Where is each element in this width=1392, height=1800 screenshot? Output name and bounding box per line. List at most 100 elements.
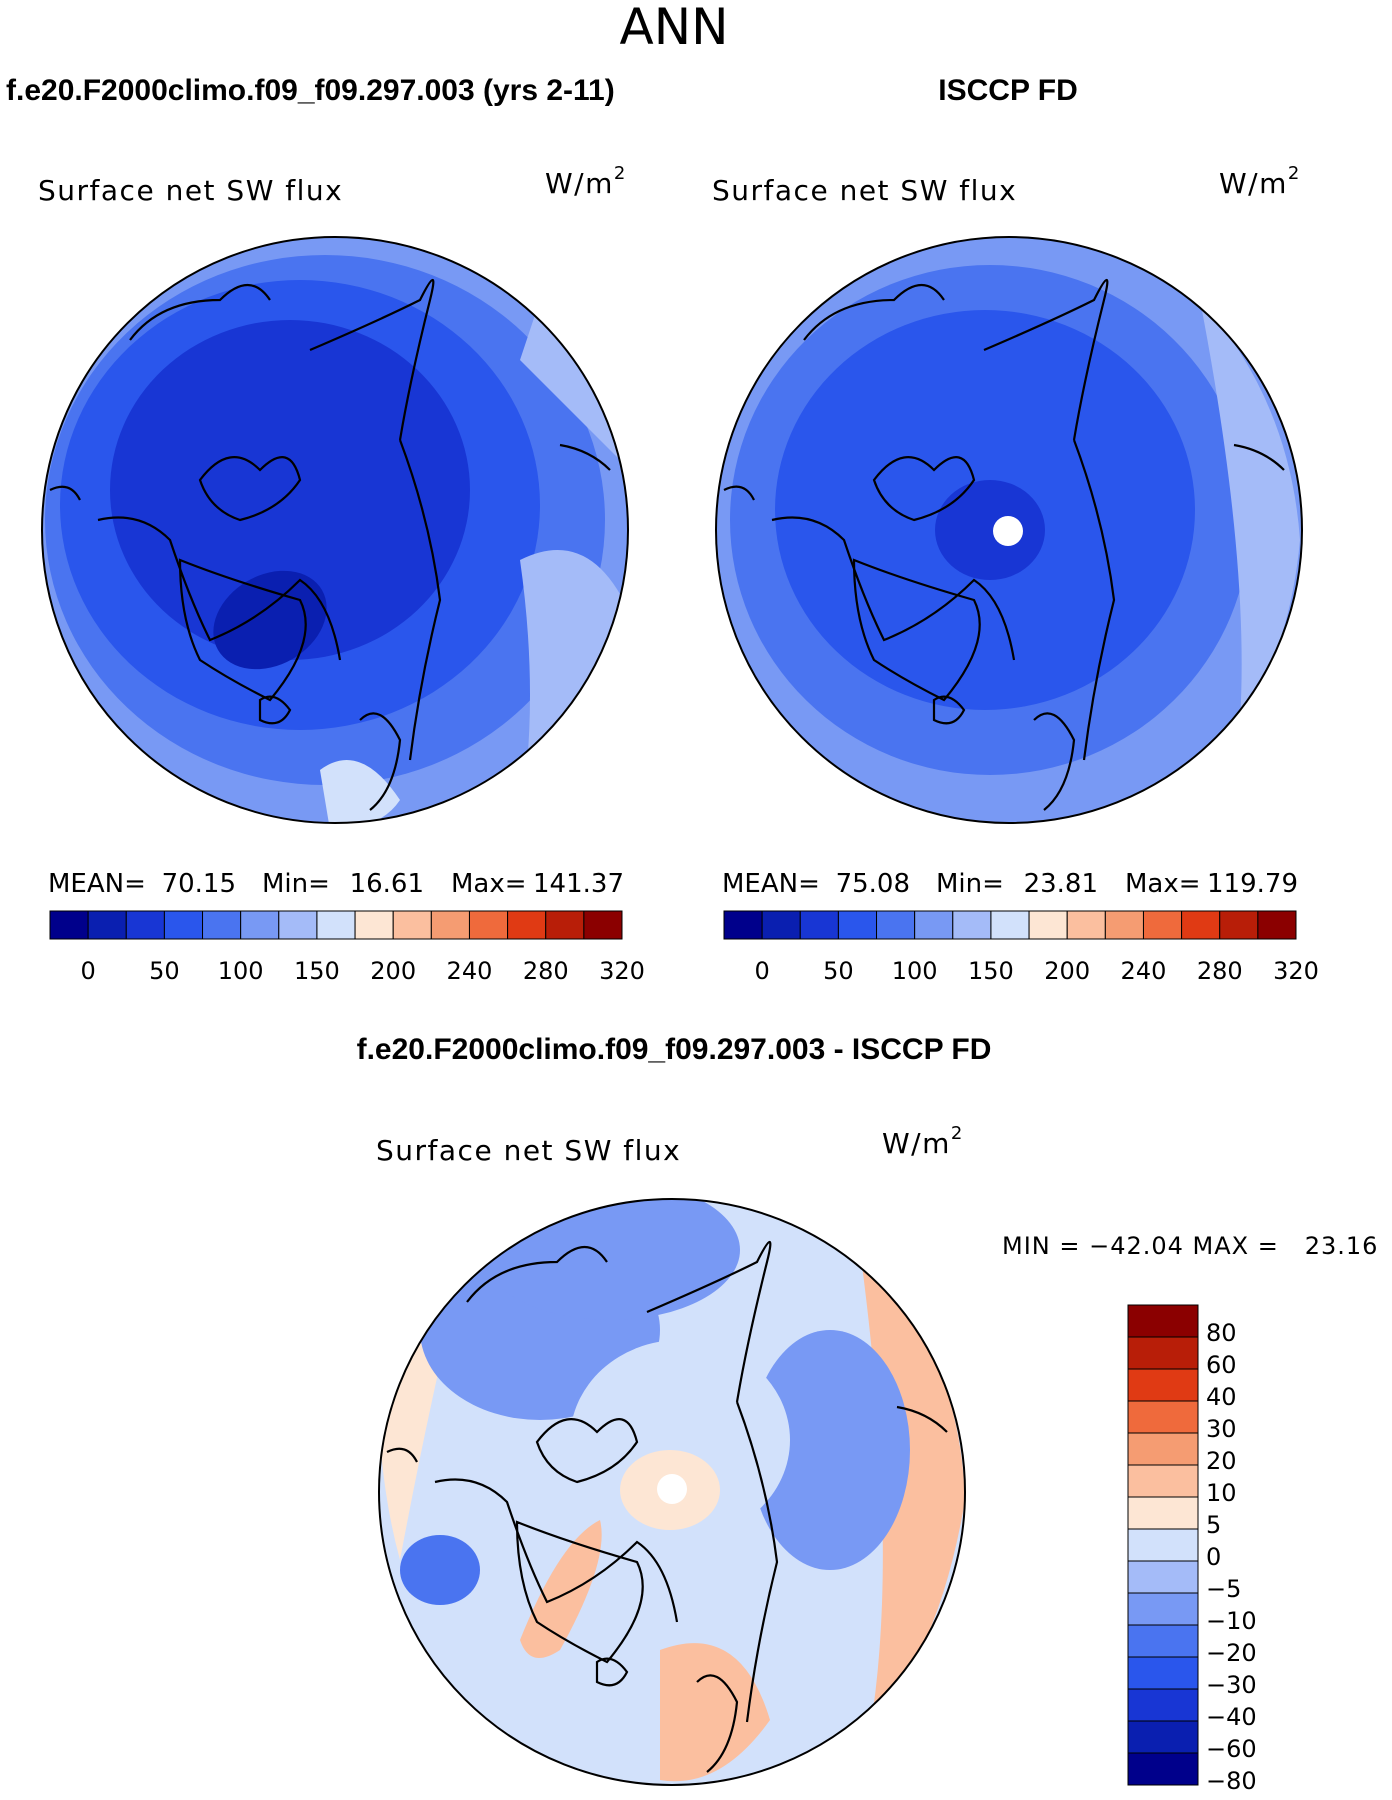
diff-colorbar-tick-label: 30	[1206, 1415, 1237, 1443]
obs-map-outline	[715, 236, 1303, 824]
obs-max-label: Max=	[1125, 869, 1201, 899]
diff-map-band-canada	[400, 1535, 480, 1605]
model-colorbar-box	[392, 910, 432, 940]
diff-colorbar: 80 60 40 30 20 10 5 0 −5 −10 −20 −30 −40 −60 −80	[1127, 1304, 1257, 1795]
obs-panel-header: ISCCP FD	[938, 74, 1077, 107]
diff-panel-header: f.e20.F2000climo.f09_f09.297.003 - ISCCP…	[357, 1033, 992, 1066]
obs-mean-value: 75.08	[836, 869, 910, 899]
diff-colorbar-box	[1127, 1560, 1199, 1594]
obs-colorbar-tick-label: 100	[892, 957, 938, 985]
model-colorbar-box	[354, 910, 394, 940]
model-map-band-pacific	[520, 300, 620, 460]
model-variable-label: Surface net SW flux	[38, 174, 343, 207]
model-colorbar-box	[240, 910, 280, 940]
obs-map-band-inner	[935, 480, 1045, 580]
model-colorbar-box	[49, 910, 89, 940]
obs-colorbar: 0 50 100 150 200 240 280 320	[723, 910, 1319, 985]
season-title: ANN	[619, 0, 728, 56]
diff-colorbar-box	[1127, 1336, 1199, 1370]
obs-variable-label: Surface net SW flux	[712, 174, 1017, 207]
model-colorbar-tick-label: 240	[447, 957, 493, 985]
diff-colorbar-box	[1127, 1656, 1199, 1690]
model-mean-label: MEAN=	[48, 869, 146, 899]
diff-map-outline	[378, 1198, 966, 1786]
model-map-band-inner	[110, 320, 470, 660]
model-colorbar-tick-label: 320	[599, 957, 645, 985]
diff-colorbar-tick-label: 60	[1206, 1351, 1237, 1379]
obs-units-label: W/m2	[1219, 163, 1301, 200]
diff-colorbar-tick-label: 5	[1206, 1511, 1221, 1539]
diff-pole-hole	[657, 1474, 687, 1504]
obs-colorbar-tick-label: 0	[754, 957, 769, 985]
model-colorbar: 0 50 100 150 200 240 280 320	[49, 910, 645, 985]
obs-colorbar-box	[952, 910, 992, 940]
diff-colorbar-tick-label: 0	[1206, 1543, 1221, 1571]
diff-minmax-label: MIN = −42.04 MAX = 23.16	[1002, 1232, 1378, 1260]
diff-colorbar-tick-label: −30	[1206, 1671, 1257, 1699]
diff-colorbar-box	[1127, 1688, 1199, 1722]
obs-colorbar-box	[799, 910, 839, 940]
diff-colorbar-tick-label: 40	[1206, 1383, 1237, 1411]
obs-max-value: 119.79	[1207, 869, 1298, 899]
obs-colorbar-tick-label: 240	[1121, 957, 1167, 985]
model-map-outline	[41, 236, 629, 824]
diff-map-band-siberia	[750, 1330, 910, 1570]
obs-colorbar-tick-label: 200	[1044, 957, 1090, 985]
obs-colorbar-tick-label: 50	[823, 957, 854, 985]
obs-colorbar-box	[990, 910, 1030, 940]
diff-colorbar-box	[1127, 1528, 1199, 1562]
model-colorbar-box	[202, 910, 242, 940]
diff-colorbar-tick-label: 20	[1206, 1447, 1237, 1475]
diff-variable-label: Surface net SW flux	[376, 1134, 681, 1167]
model-max-label: Max=	[451, 869, 527, 899]
model-units-label: W/m2	[545, 163, 627, 200]
obs-pole-hole	[993, 516, 1023, 546]
obs-colorbar-box	[1104, 910, 1144, 940]
diff-colorbar-box	[1127, 1464, 1199, 1498]
diff-colorbar-box	[1127, 1400, 1199, 1434]
model-colorbar-box	[278, 910, 318, 940]
model-panel-header: f.e20.F2000climo.f09_f09.297.003 (yrs 2-…	[6, 74, 615, 107]
obs-colorbar-box	[914, 910, 954, 940]
model-colorbar-box	[430, 910, 470, 940]
obs-colorbar-box	[1066, 910, 1106, 940]
model-map-band-europe	[320, 760, 400, 823]
obs-colorbar-box	[761, 910, 801, 940]
obs-colorbar-box	[876, 910, 916, 940]
model-map-coastlines	[49, 278, 611, 811]
diff-colorbar-tick-label: 80	[1206, 1319, 1237, 1347]
diff-colorbar-box	[1127, 1496, 1199, 1530]
model-colorbar-tick-label: 200	[370, 957, 416, 985]
model-panel: Surface net SW flux W/m2 ME	[38, 163, 645, 985]
diff-colorbar-box	[1127, 1624, 1199, 1658]
model-colorbar-box	[507, 910, 547, 940]
diff-colorbar-box	[1127, 1432, 1199, 1466]
obs-colorbar-box	[837, 910, 878, 940]
obs-colorbar-box	[1028, 910, 1068, 940]
diff-colorbar-box	[1127, 1752, 1199, 1786]
obs-colorbar-tick-label: 280	[1197, 957, 1243, 985]
diff-colorbar-tick-label: −40	[1206, 1703, 1257, 1731]
obs-min-label: Min=	[936, 869, 1004, 899]
diff-colorbar-tick-label: −20	[1206, 1639, 1257, 1667]
model-colorbar-tick-label: 280	[523, 957, 569, 985]
model-mean-value: 70.15	[162, 869, 236, 899]
model-colorbar-box	[125, 910, 165, 940]
obs-colorbar-box	[723, 910, 763, 940]
diff-colorbar-tick-label: −10	[1206, 1607, 1257, 1635]
diff-map-band-europe	[660, 1643, 770, 1782]
obs-mean-label: MEAN=	[722, 869, 820, 899]
diff-colorbar-tick-label: −60	[1206, 1735, 1257, 1763]
model-map-band-greenland	[213, 570, 327, 670]
diff-colorbar-tick-label: −5	[1206, 1575, 1241, 1603]
model-colorbar-box	[468, 910, 509, 940]
diff-colorbar-box	[1127, 1368, 1199, 1402]
model-colorbar-tick-label: 100	[218, 957, 264, 985]
model-colorbar-box	[545, 910, 585, 940]
model-colorbar-tick-label: 150	[294, 957, 340, 985]
model-max-value: 141.37	[533, 869, 624, 899]
obs-colorbar-box	[1257, 910, 1297, 940]
diff-colorbar-tick-label: 10	[1206, 1479, 1237, 1507]
diff-colorbar-box	[1127, 1720, 1199, 1754]
